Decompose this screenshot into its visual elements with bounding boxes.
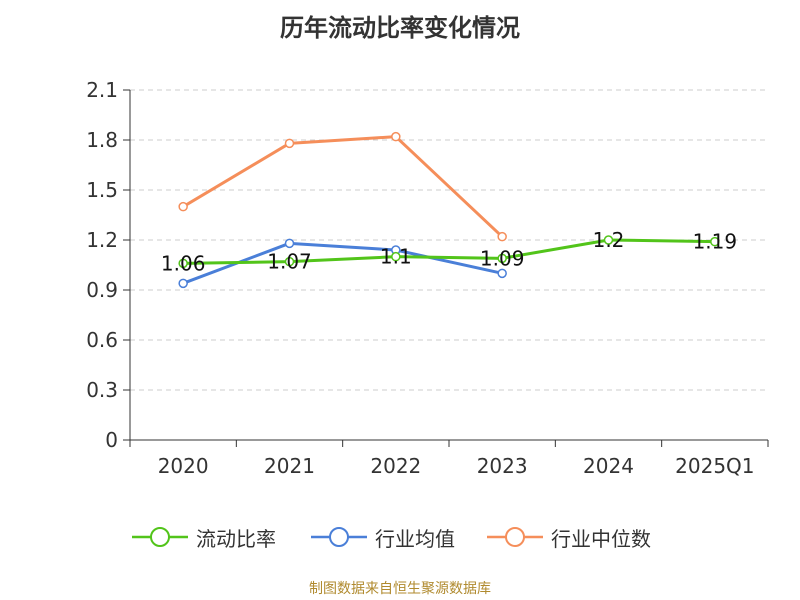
- chart-title: 历年流动比率变化情况: [280, 14, 520, 42]
- y-tick-label: 0.6: [86, 328, 118, 352]
- y-tick-label: 0: [105, 428, 118, 452]
- legend: 流动比率 行业均值 行业中位数: [0, 519, 800, 555]
- data-point: [284, 238, 295, 249]
- data-labels: 1.06 1.07 1.1 1.09 1.2 1.19: [161, 228, 737, 275]
- source-note: 制图数据来自恒生聚源数据库: [309, 581, 491, 597]
- data-point: [497, 231, 507, 242]
- data-point: [391, 131, 401, 142]
- data-point: [284, 256, 295, 267]
- legend-label: 流动比率: [196, 526, 276, 551]
- series-line: [182, 135, 504, 238]
- legend-item[interactable]: 流动比率: [132, 519, 276, 555]
- axes: 0 0.3 0.6 0.9 1.2 1.5 1.8 2.1 2020 2021 2022 2023 20…: [86, 78, 769, 478]
- data-label: 1.09: [480, 246, 525, 270]
- legend-marker-icon: [311, 527, 367, 547]
- data-point: [603, 235, 614, 245]
- legend-label: 行业中位数: [551, 526, 651, 551]
- x-tick-label: 2020: [158, 454, 209, 478]
- legend-item[interactable]: 行业中位数: [487, 519, 651, 555]
- x-tick-label: 2024: [583, 454, 634, 478]
- y-tick-label: 1.5: [86, 178, 118, 202]
- data-point: [178, 258, 188, 269]
- legend-marker-icon: [132, 527, 188, 547]
- data-label: 1.2: [593, 228, 625, 252]
- data-point: [178, 201, 188, 212]
- x-tick-label: 2023: [477, 454, 528, 478]
- legend-label: 行业均值: [375, 526, 455, 551]
- legend-item[interactable]: 行业均值: [311, 519, 455, 555]
- y-tick-label: 0.9: [86, 278, 118, 302]
- y-tick-label: 2.1: [86, 78, 118, 102]
- x-tick-label: 2022: [370, 454, 421, 478]
- data-point: [497, 268, 507, 279]
- data-label: 1.19: [693, 230, 738, 254]
- y-tick-label: 1.2: [86, 228, 118, 252]
- data-label: 1.07: [267, 250, 312, 274]
- legend-marker-icon: [487, 527, 543, 547]
- data-point: [710, 236, 720, 247]
- y-tick-label: 0.3: [86, 378, 118, 402]
- data-point: [497, 253, 507, 264]
- data-point: [178, 278, 188, 289]
- series: [178, 131, 720, 289]
- series-line: [183, 238, 715, 265]
- y-tick-label: 1.8: [86, 128, 118, 152]
- data-label: 1.06: [161, 251, 206, 275]
- data-point: [391, 251, 401, 262]
- x-tick-label: 2025Q1: [675, 454, 754, 478]
- data-point: [284, 138, 295, 149]
- x-tick-label: 2021: [264, 454, 315, 478]
- data-label: 1.1: [380, 245, 412, 269]
- line-chart: 0 0.3 0.6 0.9 1.2 1.5 1.8 2.1 2020 2021 2022 2023 20…: [86, 78, 769, 478]
